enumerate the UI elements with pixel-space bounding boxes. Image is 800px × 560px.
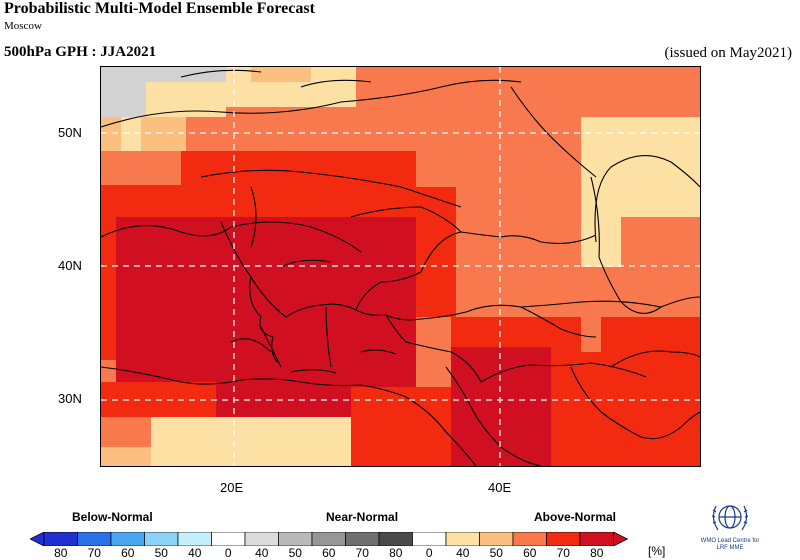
legend-tick-label: 60: [322, 546, 336, 560]
legend-color-box: [546, 532, 581, 546]
country-border: [250, 186, 257, 248]
legend-tick-label: 50: [154, 546, 168, 560]
country-border: [510, 86, 597, 178]
legend-tick-label: 40: [188, 546, 202, 560]
country-border: [350, 206, 462, 233]
legend-tick-label: 50: [489, 546, 503, 560]
probability-cell: [451, 347, 551, 466]
legend-above-normal: Above-Normal: [534, 510, 617, 524]
probability-cell: [386, 387, 451, 466]
probability-cell: [581, 217, 621, 267]
country-border: [610, 350, 700, 368]
legend-color-box: [345, 532, 380, 546]
probability-cell: [101, 67, 146, 117]
legend-color-box: [579, 532, 614, 546]
country-border: [260, 326, 282, 368]
wmo-emblem-icon: [711, 505, 749, 531]
issued-date-label: (issued on May2021): [664, 45, 793, 61]
probability-cell: [251, 67, 311, 82]
country-border: [480, 362, 647, 383]
probability-cell: [101, 117, 186, 151]
legend-tick-label: 0: [224, 546, 232, 560]
wmo-logo-caption: WMO Lead Centre for LRF MME: [700, 538, 760, 551]
probability-cell: [416, 187, 456, 317]
country-border: [280, 259, 332, 268]
legend-color-box: [278, 532, 313, 546]
country-border: [230, 338, 272, 353]
legend-tick-label: 70: [556, 546, 570, 560]
legend-tick-label: 40: [456, 546, 470, 560]
probability-cell: [101, 417, 151, 447]
map-subtitle: Moscow: [4, 20, 42, 32]
lon-label-40e: 40E: [488, 480, 512, 495]
legend-near-normal: Near-Normal: [326, 510, 399, 524]
probability-cell: [681, 67, 700, 117]
legend-color-box: [244, 532, 279, 546]
lat-label-30n: 30N: [58, 391, 82, 406]
legend-color-box: [512, 532, 547, 546]
legend-color-box: [211, 532, 246, 546]
country-border: [101, 221, 362, 253]
legend-tick-label: 80: [54, 546, 68, 560]
probability-cell: [121, 117, 141, 151]
forecast-map-svg: [101, 67, 700, 466]
country-border: [385, 300, 662, 321]
probability-cell: [101, 151, 181, 185]
lat-label-50n: 50N: [58, 125, 82, 140]
lat-label-40n: 40N: [58, 258, 82, 273]
probability-cell: [151, 417, 351, 466]
country-border: [590, 176, 700, 314]
probability-cell: [351, 387, 386, 466]
legend-arrow-left: [30, 532, 45, 546]
legend-color-box: [445, 532, 480, 546]
map-title: Probabilistic Multi-Model Ensemble Forec…: [4, 0, 315, 17]
country-border: [360, 349, 397, 355]
legend-color-box: [311, 532, 346, 546]
legend-colorbar: [30, 532, 629, 546]
country-border: [180, 69, 372, 88]
country-border: [101, 366, 407, 398]
legend-color-box: [378, 532, 413, 546]
country-border: [101, 79, 522, 128]
country-border: [385, 314, 482, 383]
country-border: [325, 306, 332, 368]
country-border: [200, 169, 462, 208]
legend-color-box: [412, 532, 447, 546]
legend-color-box: [479, 532, 514, 546]
legend-tick-label: 80: [590, 546, 604, 560]
country-border: [445, 366, 542, 466]
country-border: [520, 306, 597, 338]
country-border: [290, 369, 337, 374]
legend-tick-label: 60: [523, 546, 537, 560]
variable-season-label: 500hPa GPH : JJA2021: [4, 44, 157, 60]
country-border: [285, 303, 387, 318]
country-border: [420, 231, 597, 273]
legend-tick-label: 0: [425, 546, 433, 560]
legend-tick-label: 60: [121, 546, 135, 560]
legend-tick-label: 80: [389, 546, 403, 560]
legend-tick-label: 70: [87, 546, 101, 560]
forecast-map: [100, 66, 701, 467]
legend-below-normal: Below-Normal: [72, 510, 153, 524]
legend-tick-label: 40: [255, 546, 269, 560]
probability-cell: [616, 317, 700, 466]
lon-label-20e: 20E: [220, 480, 244, 495]
country-border: [405, 396, 477, 466]
country-border: [594, 155, 700, 243]
legend-unit: [%]: [648, 544, 666, 558]
legend-color-box: [177, 532, 212, 546]
legend-arrow-right: [613, 532, 629, 546]
country-border: [355, 271, 422, 311]
probability-cell: [581, 117, 700, 217]
legend-color-box: [77, 532, 112, 546]
legend-color-box: [110, 532, 145, 546]
country-border: [249, 276, 278, 363]
legend-color-box: [43, 532, 78, 546]
legend-tick-label: 50: [288, 546, 302, 560]
legend-color-box: [144, 532, 179, 546]
legend-tick-label: 70: [355, 546, 369, 560]
probability-cell: [581, 267, 601, 352]
probability-cell: [181, 151, 416, 185]
